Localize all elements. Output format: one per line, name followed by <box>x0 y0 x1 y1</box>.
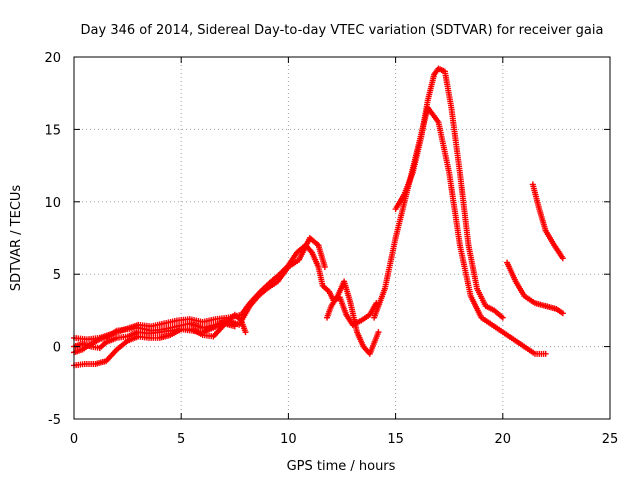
x-axis-label: GPS time / hours <box>287 459 396 474</box>
series-trace <box>324 280 381 356</box>
series-trace <box>504 261 565 316</box>
data-series <box>529 181 566 262</box>
data-series <box>504 259 566 317</box>
plot-frame <box>73 56 611 420</box>
series-trace <box>530 183 565 260</box>
x-tick-label: 20 <box>495 432 512 447</box>
data-series <box>392 65 506 321</box>
y-tick-label: 15 <box>44 123 61 138</box>
x-tick-label: 10 <box>280 432 297 447</box>
x-tick-label: 15 <box>387 432 404 447</box>
x-tick-label: 25 <box>602 432 619 447</box>
chart-title: Day 346 of 2014, Sidereal Day-to-day VTE… <box>81 23 604 38</box>
x-tick-label: 5 <box>177 432 185 447</box>
data-series <box>71 320 238 352</box>
y-tick-label: -5 <box>48 413 61 428</box>
series-trace <box>72 320 237 351</box>
x-tick-label: 0 <box>70 432 78 447</box>
y-axis-label: SDTVAR / TECUs <box>9 185 24 292</box>
y-tick-label: 20 <box>44 51 61 66</box>
data-points <box>71 65 566 369</box>
y-tick-label: 10 <box>44 196 61 211</box>
y-tick-label: 0 <box>53 341 61 356</box>
y-tick-label: 5 <box>53 268 61 283</box>
axis-ticks: 0 5 10 15 20 25 -5 0 5 10 15 20 <box>44 51 618 447</box>
series-trace <box>393 66 505 320</box>
data-series <box>323 278 382 357</box>
